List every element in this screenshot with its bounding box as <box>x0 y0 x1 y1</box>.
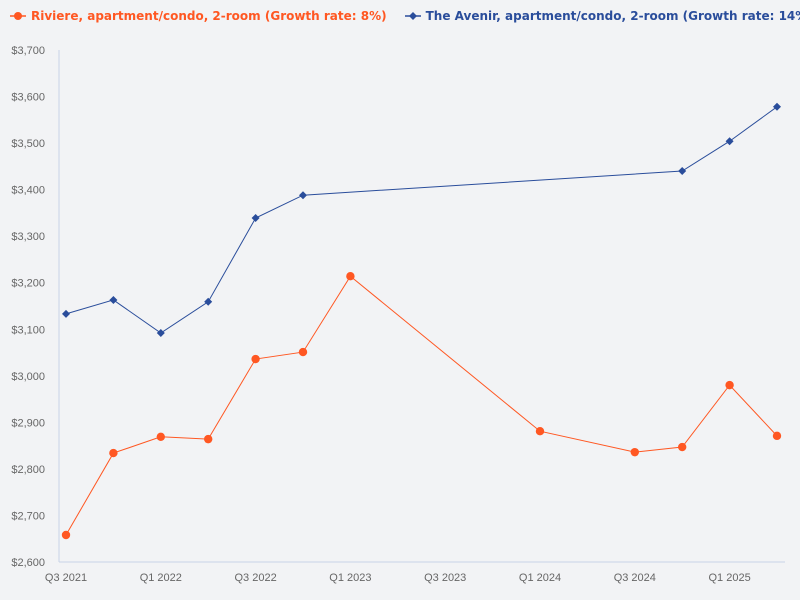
legend: Riviere, apartment/condo, 2-room (Growth… <box>10 9 800 23</box>
data-point <box>251 214 260 223</box>
y-tick-label: $3,700 <box>11 45 45 57</box>
data-point <box>346 272 355 281</box>
data-point <box>204 297 213 306</box>
data-point <box>109 295 118 304</box>
y-tick-label: $3,300 <box>11 231 45 243</box>
data-point <box>725 380 734 390</box>
x-tick-label: Q3 2021 <box>45 572 87 584</box>
data-point <box>61 530 71 540</box>
x-tick-label: Q1 2023 <box>329 572 371 584</box>
x-tick-label: Q3 2023 <box>424 572 466 584</box>
data-point <box>773 102 781 111</box>
diamond-marker-icon <box>404 12 421 20</box>
legend-label: Riviere, apartment/condo, 2-room (Growth… <box>31 9 387 23</box>
data-point <box>630 447 639 457</box>
data-point <box>251 354 260 364</box>
data-point <box>725 137 734 146</box>
y-tick-label: $3,600 <box>11 92 45 104</box>
data-point <box>678 442 687 452</box>
x-tick-label: Q3 2024 <box>614 572 656 584</box>
x-tick-label: Q1 2022 <box>140 572 182 584</box>
x-tick-label: Q1 2024 <box>519 572 561 584</box>
data-point <box>298 347 308 357</box>
y-tick-label: $2,900 <box>11 417 45 429</box>
data-point <box>109 448 118 458</box>
data-point <box>678 167 687 176</box>
data-point <box>772 431 782 441</box>
y-tick-label: $3,100 <box>11 324 45 336</box>
legend-label: The Avenir, apartment/condo, 2-room (Gro… <box>425 9 800 23</box>
x-tick-label: Q1 2025 <box>708 572 750 584</box>
data-point <box>204 434 213 444</box>
data-point <box>299 191 307 200</box>
data-point <box>62 309 70 318</box>
series-line-1 <box>65 106 778 334</box>
y-tick-label: $3,000 <box>11 371 45 383</box>
series-line-0 <box>65 275 778 536</box>
data-point <box>156 328 165 337</box>
data-point <box>156 432 165 441</box>
y-tick-label: $3,500 <box>11 138 45 150</box>
y-tick-label: $2,700 <box>11 510 45 522</box>
x-tick-label: Q3 2022 <box>234 572 276 584</box>
y-tick-label: $3,400 <box>11 185 45 197</box>
circle-marker-icon <box>10 12 26 20</box>
y-tick-label: $3,200 <box>11 278 45 290</box>
legend-item-riviere[interactable]: Riviere, apartment/condo, 2-room (Growth… <box>10 9 387 23</box>
y-tick-label: $2,600 <box>11 557 45 569</box>
legend-item-avenir[interactable]: The Avenir, apartment/condo, 2-room (Gro… <box>404 9 800 23</box>
data-point <box>535 427 545 436</box>
y-tick-label: $2,800 <box>11 464 45 476</box>
